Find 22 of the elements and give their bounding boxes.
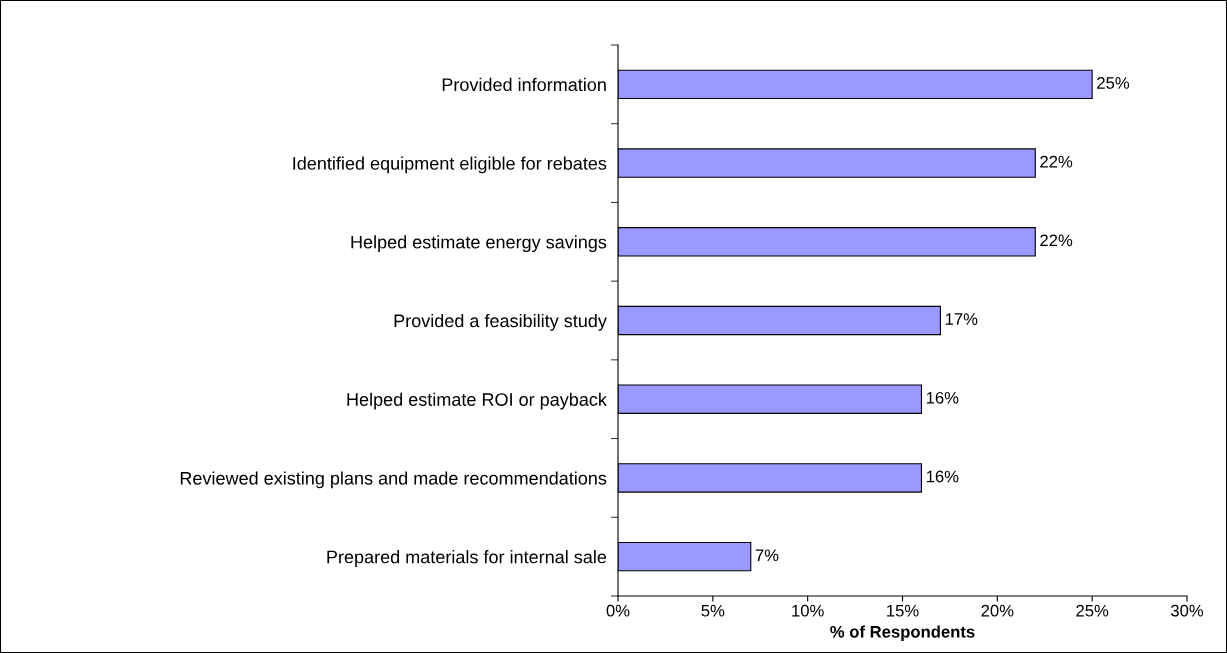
x-tick-label: 25% [1076,604,1109,617]
y-tick-label: Helped estimate ROI or payback [347,392,607,410]
x-tick-label: 20% [981,604,1014,617]
x-tick-label: 5% [701,604,725,617]
y-tick-label: Identified equipment eligible for rebates [293,156,607,174]
y-tick-label: Provided information [442,77,606,92]
data-label: 16% [926,470,959,483]
y-tick-label: Provided a feasibility study [394,313,607,331]
data-label: 16% [926,391,959,404]
data-label: 22% [1040,155,1073,168]
data-label: 22% [1040,234,1073,247]
x-tick-label: 10% [792,604,824,617]
y-tick-label: Reviewed existing plans and made recommendations [180,471,607,489]
y-tick-label: Helped estimate energy savings [351,235,607,253]
x-tick-label: 30% [1170,604,1204,617]
y-tick-label: Prepared materials for internal sale [327,550,607,567]
x-tick-label: 15% [887,604,919,617]
data-label: 7% [755,549,779,562]
x-tick-label: 0% [606,604,630,617]
data-label: 25% [1097,77,1130,89]
data-label: 17% [945,313,978,325]
x-axis-title: % of Respondents [830,625,975,641]
